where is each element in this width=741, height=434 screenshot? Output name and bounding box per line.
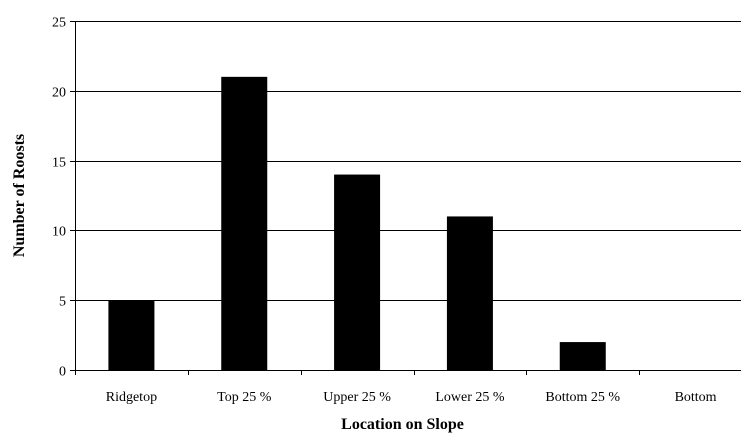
- y-tick-label-25: 25: [52, 16, 66, 31]
- x-tick-label: Upper 25 %: [323, 390, 391, 405]
- bar-lower-25: [446, 216, 493, 370]
- x-tick-labels: Ridgetop Top 25 % Upper 25 % Lower 25 % Bott…: [106, 390, 717, 405]
- x-tick-label: Bottom 25 %: [545, 390, 620, 405]
- bar-bottom-25: [559, 342, 606, 370]
- bar-upper-25: [334, 174, 381, 370]
- gridlines: [75, 21, 741, 301]
- x-tick-label: Bottom: [675, 390, 717, 405]
- x-tick-label: Ridgetop: [106, 390, 157, 405]
- y-tick-labels: 0 5 10 15 20 25: [52, 16, 66, 380]
- y-axis-title: Number of Roosts: [11, 134, 28, 257]
- y-tick-label-5: 5: [59, 295, 66, 310]
- x-axis-title: Location on Slope: [341, 416, 464, 433]
- x-tick-label: Lower 25 %: [435, 390, 505, 405]
- bar-top-25: [221, 76, 268, 370]
- bar-ridgetop: [108, 300, 155, 370]
- y-tick-label-0: 0: [59, 365, 66, 380]
- y-tick-label-20: 20: [52, 86, 66, 101]
- axes: [70, 21, 741, 375]
- bars: [108, 76, 606, 370]
- y-tick-label-10: 10: [52, 225, 66, 240]
- y-tick-label-15: 15: [52, 156, 66, 171]
- x-tick-label: Top 25 %: [217, 390, 272, 405]
